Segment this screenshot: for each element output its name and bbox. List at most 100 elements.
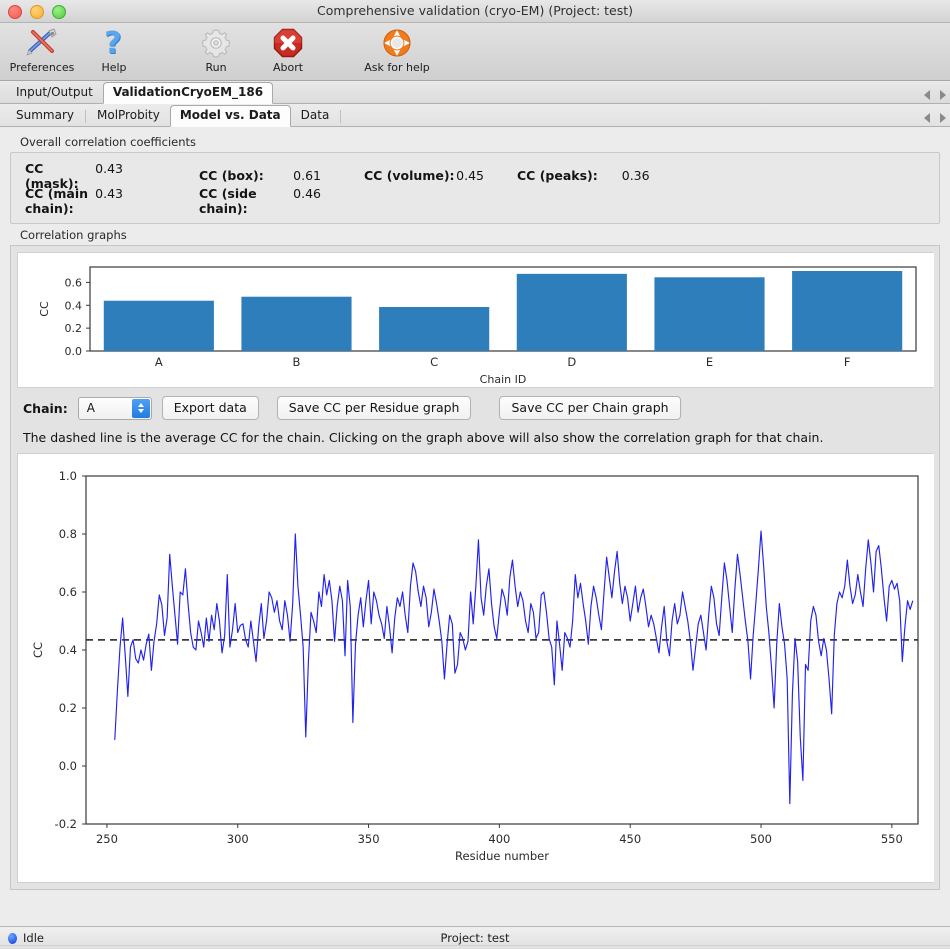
tab-validation-cryoem[interactable]: ValidationCryoEM_186: [102, 82, 274, 104]
svg-text:0.0: 0.0: [65, 345, 83, 358]
status-divider: [0, 945, 950, 946]
cc-per-residue-chart[interactable]: -0.2 0.0 0.2 0.4 0.6 0.8 1.0 250 300 350 400 450 500…: [17, 453, 934, 883]
ask-for-help-button[interactable]: Ask for help: [354, 23, 440, 74]
dashed-line-hint: The dashed line is the average CC for th…: [23, 430, 824, 445]
tab-input-output[interactable]: Input/Output: [16, 85, 93, 99]
cc-per-residue-svg[interactable]: -0.2 0.0 0.2 0.4 0.6 0.8 1.0 250 300 350 400 450 500…: [18, 454, 934, 882]
bar-E: [654, 277, 765, 351]
svg-text:400: 400: [488, 832, 510, 846]
chevron-right-icon[interactable]: [940, 113, 946, 123]
svg-text:-0.2: -0.2: [55, 817, 77, 831]
chevron-left-icon[interactable]: [924, 113, 930, 123]
svg-text:B: B: [293, 355, 301, 369]
chevron-right-icon[interactable]: [940, 90, 946, 100]
svg-text:300: 300: [227, 832, 249, 846]
ask-for-help-label: Ask for help: [364, 61, 430, 74]
cc-main-chain-value: 0.43: [95, 185, 123, 201]
tab-molprobity[interactable]: MolProbity: [97, 108, 160, 122]
bar-A: [103, 300, 214, 351]
svg-text:CC: CC: [38, 301, 51, 317]
preferences-label: Preferences: [9, 61, 75, 74]
outer-tab-scroll-arrows: [924, 90, 946, 100]
bar-B: [241, 296, 352, 351]
svg-text:450: 450: [619, 832, 641, 846]
tab-separator: [85, 110, 86, 123]
cc-per-residue-line: [114, 530, 914, 805]
save-cc-per-residue-graph-button[interactable]: Save CC per Residue graph: [276, 396, 472, 420]
abort-label: Abort: [272, 61, 304, 74]
bar-F: [792, 271, 903, 351]
svg-text:CC: CC: [31, 642, 45, 658]
svg-text:1.0: 1.0: [59, 469, 77, 483]
tab-model-vs-data[interactable]: Model vs. Data: [169, 105, 291, 127]
bar-C: [379, 307, 490, 351]
toolbar: Preferences ? ? Help: [0, 23, 950, 81]
svg-text:E: E: [706, 355, 713, 369]
chain-select[interactable]: A: [77, 396, 152, 420]
gear-icon: [200, 26, 232, 60]
cc-cell-volume: CC (volume): 0.45: [364, 168, 517, 183]
cc-mask-value: 0.43: [95, 160, 123, 176]
cc-volume-value: 0.45: [456, 168, 484, 183]
main-content: Overall correlation coefficients CC (mas…: [0, 127, 950, 926]
cc-per-chain-svg[interactable]: 0.0 0.2 0.4 0.6 A B C D E F Chain ID CC: [18, 253, 934, 387]
svg-text:500: 500: [750, 832, 772, 846]
maximize-button[interactable]: [52, 5, 66, 19]
status-dot-icon: [8, 932, 17, 944]
tab-separator: [340, 110, 342, 123]
tab-summary[interactable]: Summary: [16, 108, 74, 122]
svg-text:0.2: 0.2: [65, 322, 83, 335]
question-mark-icon: ? ?: [100, 26, 128, 60]
cc-cell-side-chain: CC (side chain): 0.46: [199, 186, 364, 216]
chain-select-value: A: [86, 401, 95, 415]
chain-controls: Chain: A Export data Save CC per Residue…: [17, 388, 933, 426]
close-button[interactable]: [8, 5, 22, 19]
cc-main-chain-label: CC (main chain):: [25, 185, 89, 216]
correlation-graphs-panel: 0.0 0.2 0.4 0.6 A B C D E F Chain ID CC Chain: A Ex…: [10, 245, 940, 890]
save-cc-per-chain-graph-button[interactable]: Save CC per Chain graph: [499, 396, 681, 420]
run-label: Run: [205, 61, 227, 74]
cc-cell-peaks: CC (peaks): 0.36: [517, 168, 650, 183]
overall-cc-group-label: Overall correlation coefficients: [20, 135, 197, 149]
title-bar: Comprehensive validation (cryo-EM) (Proj…: [0, 0, 950, 23]
cc-cell-mask: CC (mask): 0.43: [11, 161, 199, 191]
bar-D: [516, 273, 627, 351]
chain-label: Chain:: [23, 400, 68, 416]
svg-text:0.4: 0.4: [59, 643, 77, 657]
chevron-up-down-icon: [131, 398, 150, 418]
cc-per-chain-chart[interactable]: 0.0 0.2 0.4 0.6 A B C D E F Chain ID CC: [17, 252, 934, 388]
minimize-button[interactable]: [30, 5, 44, 19]
svg-text:D: D: [567, 355, 576, 369]
export-data-button[interactable]: Export data: [161, 396, 259, 420]
cc-cell-box: CC (box): 0.61: [199, 168, 364, 183]
chevron-left-icon[interactable]: [924, 90, 930, 100]
cc-peaks-value: 0.36: [621, 168, 650, 183]
outer-tab-bar: Input/Output ValidationCryoEM_186: [0, 81, 950, 104]
svg-text:0.6: 0.6: [59, 585, 77, 599]
svg-text:0.8: 0.8: [59, 527, 77, 541]
window-controls: [8, 5, 66, 19]
svg-text:0.6: 0.6: [65, 276, 83, 289]
svg-text:A: A: [155, 355, 163, 369]
svg-text:0.2: 0.2: [59, 701, 77, 715]
abort-button[interactable]: Abort: [252, 23, 324, 74]
cc-peaks-label: CC (peaks):: [517, 168, 598, 183]
svg-text:550: 550: [881, 832, 903, 846]
svg-text:Chain ID: Chain ID: [480, 373, 527, 386]
cc-box-value: 0.61: [293, 168, 321, 183]
cc-cell-main-chain: CC (main chain): 0.43: [11, 186, 199, 216]
help-button[interactable]: ? ? Help: [78, 23, 150, 74]
tab-data[interactable]: Data: [300, 108, 330, 122]
lifebuoy-icon: [381, 26, 413, 60]
stop-x-icon: [272, 26, 304, 60]
svg-text:350: 350: [358, 832, 380, 846]
tools-icon: [25, 26, 59, 60]
preferences-button[interactable]: Preferences: [6, 23, 78, 74]
svg-text:?: ?: [105, 27, 122, 59]
cc-row: CC (mask): 0.43 CC (box): 0.61 CC (volum…: [11, 161, 939, 191]
status-bar: Idle Project: test: [0, 926, 950, 949]
svg-text:C: C: [430, 355, 438, 369]
cc-volume-label: CC (volume):: [364, 168, 455, 183]
run-button[interactable]: Run: [180, 23, 252, 74]
correlation-graphs-group-label: Correlation graphs: [20, 228, 127, 242]
